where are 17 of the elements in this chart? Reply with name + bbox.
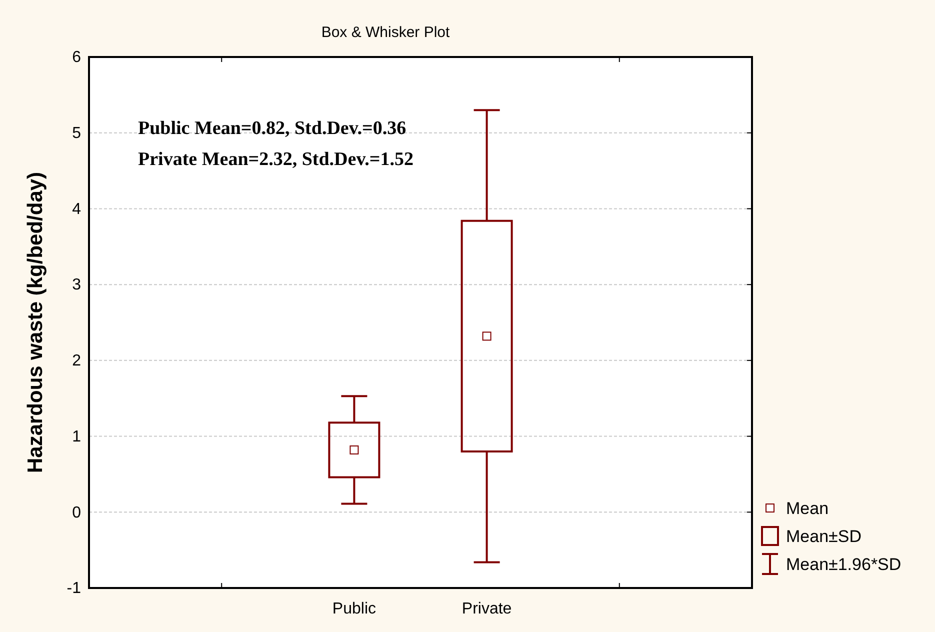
- text: Mean±1.96*SD: [786, 555, 902, 574]
- x-tick-label: Private: [462, 600, 512, 618]
- annotation: Private Mean=2.32, Std.Dev.=1.52: [138, 149, 414, 170]
- chart-title: Box & Whisker Plot: [321, 24, 451, 41]
- y-tick-label: 6: [72, 49, 82, 66]
- text: Mean: [786, 499, 829, 518]
- y-axis-title: Hazardous waste (kg/bed/day): [24, 172, 47, 474]
- y-tick-label: 5: [72, 124, 82, 142]
- y-tick-label: 3: [72, 276, 82, 294]
- y-tick-label: -1: [66, 580, 82, 598]
- y-tick-label: 1: [72, 428, 82, 446]
- y-tick-label: 2: [72, 352, 82, 370]
- annotation: Public Mean=0.82, Std.Dev.=0.36: [138, 118, 406, 139]
- y-tick-label: 0: [72, 504, 82, 522]
- x-tick-label: Public: [332, 600, 376, 618]
- text: Mean±SD: [786, 527, 862, 546]
- y-tick-label: 4: [72, 200, 82, 218]
